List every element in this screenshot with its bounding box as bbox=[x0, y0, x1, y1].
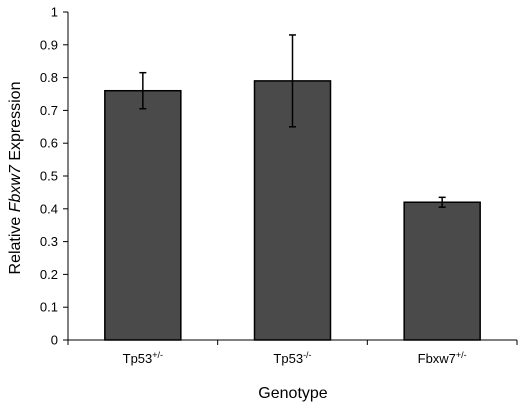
y-axis-title: Relative Fbxw7 Expression bbox=[7, 82, 24, 275]
y-tick-label: 0.6 bbox=[40, 136, 58, 151]
y-axis-ticks: 0 0.1 0.2 0.3 0.4 0.5 0.6 0.7 0.8 0.9 1 bbox=[40, 5, 68, 348]
x-category-label: Tp53+/- bbox=[123, 350, 163, 366]
y-axis-title-pre: Relative bbox=[7, 212, 24, 274]
bars bbox=[104, 34, 481, 341]
y-tick-label: 0.5 bbox=[40, 169, 58, 184]
x-category-label: Tp53-/- bbox=[273, 350, 311, 366]
y-axis-title-post: Expression bbox=[7, 82, 24, 166]
y-tick-label: 0 bbox=[51, 333, 58, 348]
y-tick-label: 0.2 bbox=[40, 267, 58, 282]
x-category-label: Fbxw7+/- bbox=[418, 350, 467, 366]
x-axis-category-labels: Tp53+/- Tp53-/- Fbxw7+/- bbox=[123, 350, 467, 366]
y-tick-label: 0.7 bbox=[40, 103, 58, 118]
y-tick-label: 1 bbox=[51, 5, 58, 20]
x-axis-title: Genotype bbox=[258, 385, 327, 402]
y-tick-label: 0.3 bbox=[40, 234, 58, 249]
axes bbox=[67, 12, 518, 345]
bar bbox=[403, 201, 481, 341]
y-tick-label: 0.4 bbox=[40, 201, 58, 216]
y-tick-label: 0.1 bbox=[40, 300, 58, 315]
bar bbox=[104, 89, 182, 341]
y-axis-title-gene: Fbxw7 bbox=[7, 164, 24, 212]
y-tick-label: 0.9 bbox=[40, 37, 58, 52]
y-tick-label: 0.8 bbox=[40, 70, 58, 85]
